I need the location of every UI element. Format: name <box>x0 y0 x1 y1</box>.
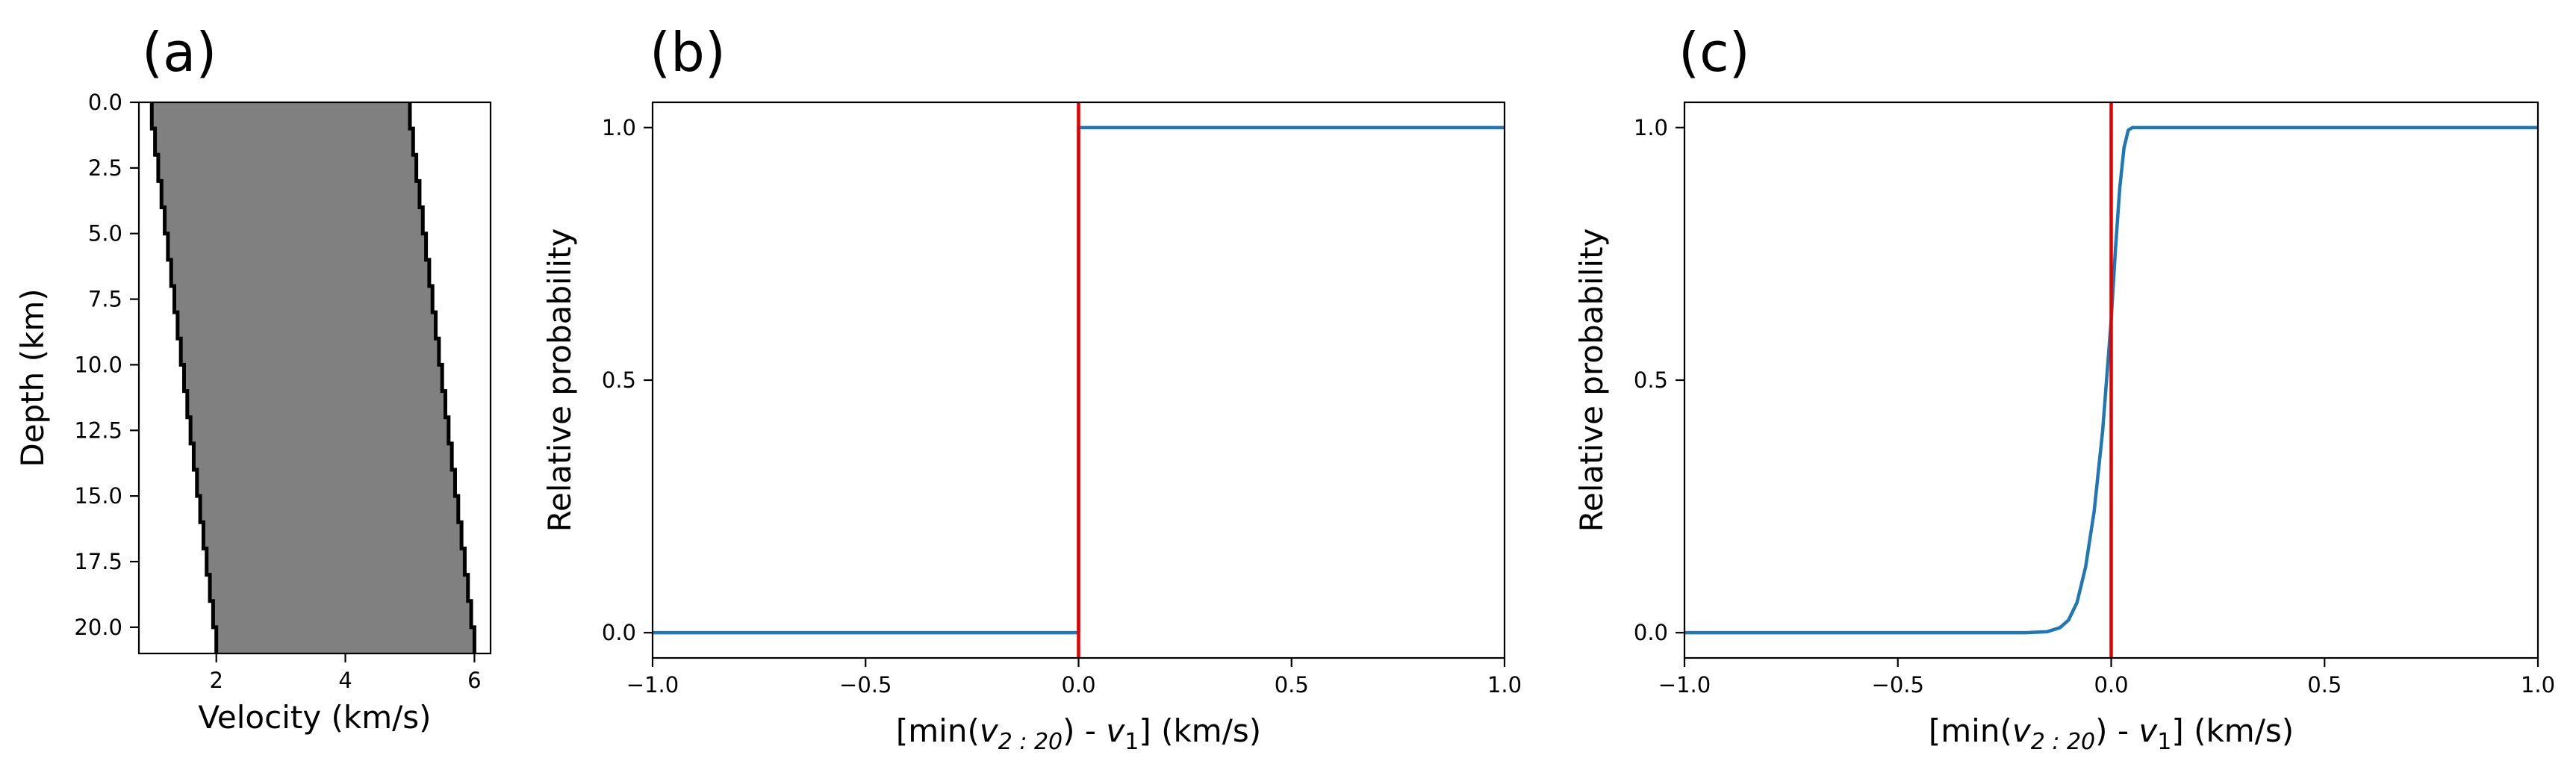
x-tick-label: 0.0 <box>1061 672 1095 698</box>
x-tick-label: −1.0 <box>1658 672 1711 698</box>
panel-a: 2 4 6 0.0 2.5 5.0 7.5 10.0 12.5 15.0 17.5 20.0 Veloc… <box>14 21 492 736</box>
panel-label: (c) <box>1679 21 1750 84</box>
x-axis-label-part: v <box>2138 712 2158 749</box>
x-axis-label-part: v <box>2012 712 2032 749</box>
x-tick-label: 0.5 <box>2307 672 2342 698</box>
x-axis-label-part: ] (km/s) <box>2171 712 2294 749</box>
panel-label: (b) <box>650 21 726 84</box>
x-tick-label: 6 <box>467 668 481 693</box>
y-tick-label: 7.5 <box>88 287 122 312</box>
y-tick-label: 10.0 <box>74 352 122 377</box>
x-tick-label: −0.5 <box>1872 672 1924 698</box>
y-tick-label: 20.0 <box>74 615 122 640</box>
x-tick-label: 1.0 <box>1487 672 1522 698</box>
y-tick-label: 0.5 <box>1634 367 1668 393</box>
y-tick-label: 1.0 <box>1634 115 1668 140</box>
y-tick-label: 1.0 <box>602 115 636 140</box>
x-tick-label: 0.5 <box>1275 672 1309 698</box>
x-axis-label-part: ) - <box>2095 712 2138 749</box>
x-axis-label-part: [min( <box>1929 712 2012 749</box>
x-tick-label: 1.0 <box>2521 672 2555 698</box>
y-tick-label: 0.5 <box>602 367 636 393</box>
x-axis-label-part: 2 : 20 <box>2031 729 2095 755</box>
x-axis-label-part: 1 <box>1124 729 1139 755</box>
y-tick-label: 15.0 <box>74 483 122 509</box>
x-axis-label-part: ] (km/s) <box>1139 712 1261 749</box>
y-tick-label: 12.5 <box>74 417 122 443</box>
x-tick-label: 2 <box>209 668 223 693</box>
y-axis-label: Relative probability <box>1573 229 1610 532</box>
x-axis-label-part: v <box>1106 712 1125 749</box>
panel-label: (a) <box>142 21 217 84</box>
x-axis-label: [min(v2 : 20) - v1] (km/s) <box>1929 712 2294 755</box>
upper-velocity-edge <box>408 102 476 653</box>
y-tick-label: 2.5 <box>88 155 122 181</box>
x-axis-label: [min(v2 : 20) - v1] (km/s) <box>896 712 1261 755</box>
y-tick-label: 0.0 <box>602 620 636 645</box>
lower-velocity-edge <box>149 102 219 653</box>
velocity-band <box>152 102 475 653</box>
y-axis-label: Depth (km) <box>14 288 51 467</box>
x-axis-label-part: [min( <box>896 712 980 749</box>
y-axis-label: Relative probability <box>541 229 578 532</box>
x-tick-label: −1.0 <box>626 672 679 698</box>
x-tick-label: 4 <box>338 668 352 693</box>
y-tick-label: 5.0 <box>88 221 122 246</box>
x-axis-label-part: 1 <box>2157 729 2171 755</box>
x-tick-label: −0.5 <box>839 672 892 698</box>
y-tick-label: 17.5 <box>74 549 122 574</box>
series-line <box>1684 125 2538 635</box>
x-axis-label-part: ) - <box>1063 712 1106 749</box>
panel-b: −1.0 −0.5 0.0 0.5 1.00.00.51.0[min(v2 : 20) … <box>541 21 1522 755</box>
x-axis-label: Velocity (km/s) <box>198 699 431 736</box>
x-tick-label: 0.0 <box>2094 672 2128 698</box>
x-axis-label-part: 2 : 20 <box>998 729 1063 755</box>
y-tick-label: 0.0 <box>88 90 122 115</box>
panel-c: −1.0 −0.5 0.0 0.5 1.00.00.51.0[min(v2 : 20) … <box>1573 21 2555 755</box>
x-axis-label-part: v <box>980 712 999 749</box>
axes-frame <box>137 101 492 655</box>
y-tick-label: 0.0 <box>1634 620 1668 645</box>
